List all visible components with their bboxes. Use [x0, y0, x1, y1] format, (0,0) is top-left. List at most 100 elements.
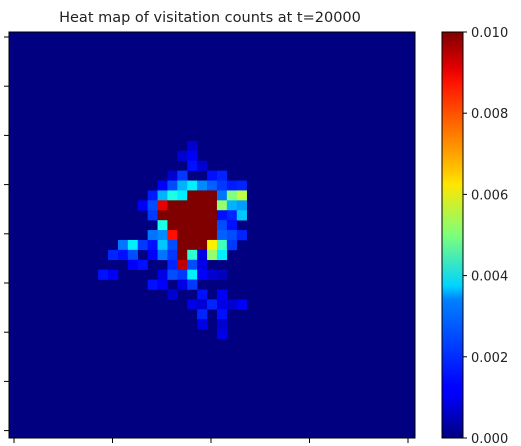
heatmap-cell: [197, 299, 208, 310]
heatmap-cell: [147, 230, 158, 241]
heatmap-cell: [187, 259, 198, 270]
heatmap-cell: [177, 190, 188, 201]
colorbar-tick-label: 0.002: [471, 351, 508, 366]
colorbar-tick-label: 0.006: [471, 188, 508, 203]
heatmap-cell: [207, 190, 218, 201]
colorbar-tick-label: 0.004: [471, 270, 508, 285]
heatmap-cell: [187, 249, 198, 261]
heatmap-cell: [187, 190, 198, 201]
heatmap-cell: [207, 200, 218, 211]
heatmap-cell: [177, 269, 188, 280]
heatmap-cell: [216, 180, 228, 191]
heatmap-cell: [216, 230, 228, 241]
heatmap-cell: [236, 299, 247, 310]
heatmap-cell: [236, 180, 247, 191]
heatmap-cell: [207, 230, 218, 241]
heatmap-cell: [197, 269, 208, 280]
heatmap-cell: [216, 289, 228, 300]
heatmap-cell: [167, 170, 178, 181]
heatmap-cell: [216, 190, 228, 201]
heatmap-cell: [197, 319, 208, 330]
heatmap-cell: [127, 259, 139, 270]
colorbar-tick-label: 0.008: [471, 107, 508, 122]
heatmap-cell: [216, 299, 228, 310]
colorbar: [441, 31, 464, 439]
heatmap-cell: [177, 249, 188, 261]
heatmap-cell: [216, 170, 228, 181]
heatmap-cell: [216, 329, 228, 340]
heatmap-cell: [187, 150, 198, 162]
heatmap-cell: [157, 210, 168, 221]
heatmap-cell: [177, 180, 188, 191]
heatmap-cell: [147, 200, 158, 211]
heatmap-cell: [108, 269, 119, 280]
heatmap-cell: [226, 200, 238, 211]
heatmap-cell: [157, 269, 168, 280]
heatmap-cell: [197, 289, 208, 300]
heatmap-cell: [137, 259, 148, 270]
heatmap-cell: [167, 200, 178, 211]
heatmap-cell: [167, 269, 178, 280]
heatmap-cell: [197, 210, 208, 221]
heatmap-cell: [157, 249, 168, 261]
colorbar-ticks: 0.000 0.002 0.004 0.006 0.008 0.010: [463, 26, 508, 446]
x-axis-ticks: [13, 438, 409, 443]
heatmap-cell: [177, 239, 188, 251]
heatmap-cell: [108, 249, 119, 261]
heatmap-cell: [207, 239, 218, 251]
heatmap-cell: [147, 239, 158, 251]
heatmap-cell: [157, 230, 168, 241]
heatmap-cell: [187, 269, 198, 280]
heatmap-cell: [216, 269, 228, 280]
heatmap-cell: [137, 239, 148, 251]
heatmap-cell: [167, 210, 178, 221]
heatmap-cell: [147, 190, 158, 201]
heatmap-cell: [216, 220, 228, 231]
heatmap-cell: [226, 220, 238, 231]
heatmap-cell: [167, 259, 178, 270]
heatmap-cell: [147, 210, 158, 221]
heatmap-cell: [187, 210, 198, 221]
heatmap-cell: [147, 249, 158, 261]
heatmap-cell: [157, 190, 168, 201]
heatmap-cell: [157, 279, 168, 290]
heatmap-cell: [207, 180, 218, 191]
heatmap-cell: [157, 239, 168, 251]
colorbar-tick-label: 0.000: [471, 432, 508, 446]
heatmap-cell: [187, 230, 198, 241]
heatmap-cell: [127, 249, 139, 261]
heatmap-cell: [177, 200, 188, 211]
colorbar-tick-label: 0.010: [471, 26, 508, 41]
heatmap-cell: [117, 239, 129, 251]
heatmap-cell: [197, 200, 208, 211]
heatmap-cell: [167, 289, 178, 300]
heatmap-cell: [207, 249, 218, 261]
heatmap-cell: [226, 299, 238, 310]
heatmap-cell: [187, 279, 198, 290]
y-axis-ticks: [4, 36, 9, 432]
chart-title: Heat map of visitation counts at t=20000: [59, 10, 361, 26]
heatmap-cell: [226, 190, 238, 201]
heatmap-cell: [177, 170, 188, 181]
heatmap-cell: [177, 259, 188, 270]
heatmap-cell: [167, 180, 178, 191]
heatmap-cell: [167, 230, 178, 241]
heatmap-cell: [197, 180, 208, 191]
heatmap-cell: [197, 160, 208, 171]
heatmap-cell: [167, 239, 178, 251]
heatmap-cell: [127, 239, 139, 251]
heatmap-cell: [226, 210, 238, 221]
heatmap-cell: [157, 200, 168, 211]
heatmap-cell: [197, 259, 208, 270]
heatmap-cell: [197, 309, 208, 320]
heatmap-cell: [137, 200, 148, 211]
heatmap-cell: [187, 299, 198, 310]
heatmap-cell: [207, 170, 218, 181]
heatmap-cell: [207, 299, 218, 310]
heatmap-cell: [197, 249, 208, 261]
heatmap-cell: [216, 249, 228, 261]
heatmap-cell: [167, 220, 178, 231]
heatmap-cell: [177, 150, 188, 162]
heatmap-cell: [226, 180, 238, 191]
heatmap-cell: [207, 210, 218, 221]
